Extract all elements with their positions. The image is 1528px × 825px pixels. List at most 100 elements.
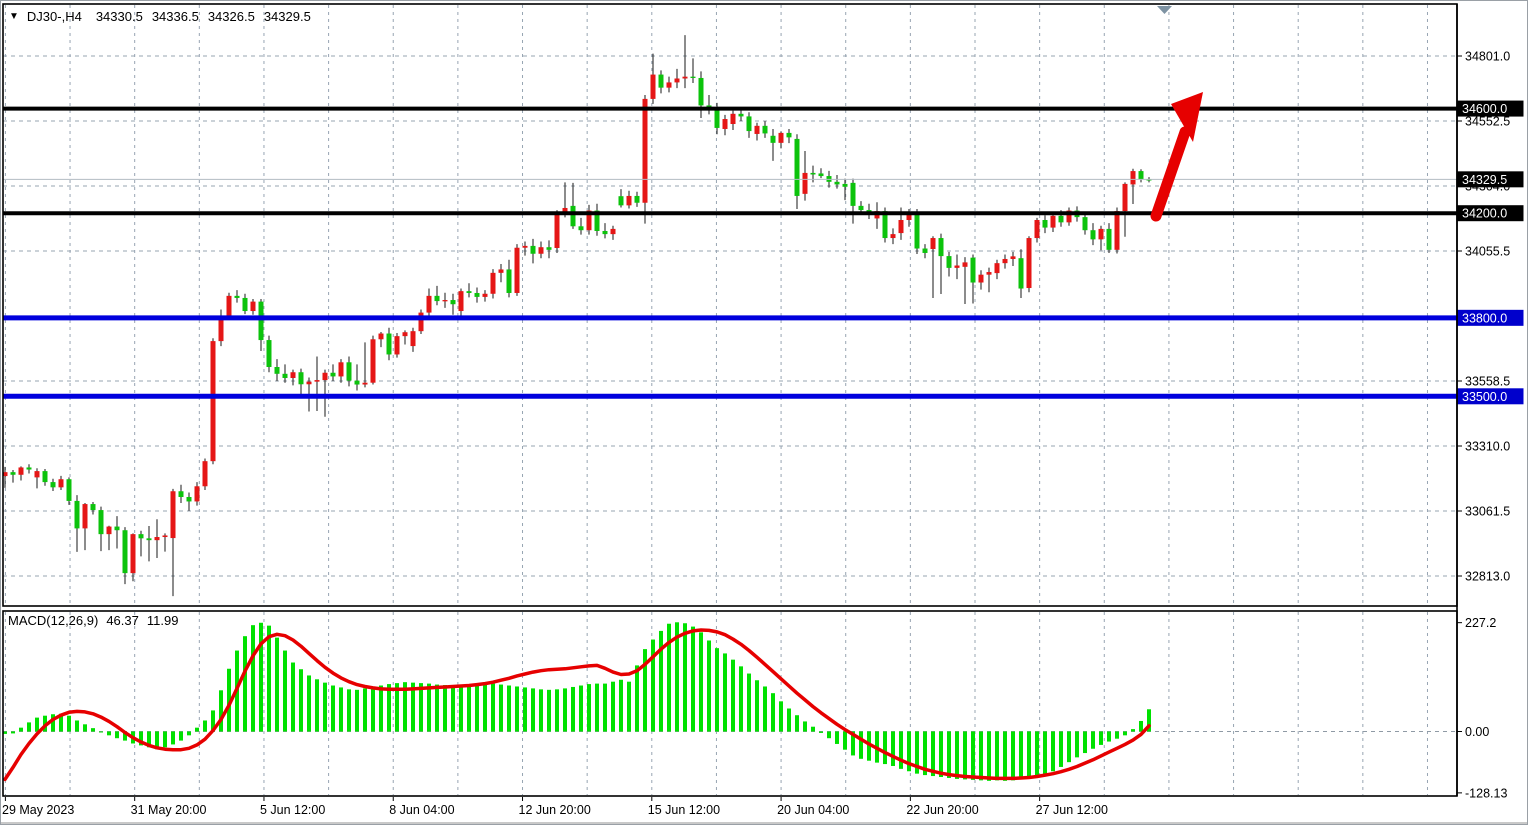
- macd-bar: [1011, 731, 1015, 781]
- macd-bar: [507, 685, 511, 732]
- macd-bar: [835, 731, 839, 744]
- chart-shift-marker-icon[interactable]: [1157, 6, 1172, 14]
- price-badge-label: 34329.5: [1462, 173, 1507, 187]
- macd-bar: [363, 688, 367, 732]
- macd-bar: [651, 639, 655, 732]
- time-axis-label: 20 Jun 04:00: [777, 803, 849, 817]
- macd-bar: [587, 684, 591, 732]
- macd-bar: [851, 731, 855, 756]
- macd-bar: [571, 686, 575, 732]
- price-axis[interactable]: 34801.034552.534304.034055.533558.533310…: [1457, 50, 1524, 801]
- bull-candle: [250, 301, 256, 312]
- bull-candle: [682, 76, 688, 79]
- macd-bar: [787, 708, 791, 732]
- macd-bar: [531, 688, 535, 732]
- pane-borders: [1, 3, 1527, 824]
- bull-candle: [162, 535, 168, 538]
- bull-candle: [482, 293, 488, 297]
- bull-candle: [1098, 228, 1104, 240]
- bull-candle: [226, 295, 232, 317]
- bear-candle: [850, 182, 856, 206]
- macd-bar: [123, 731, 127, 741]
- macd-bar: [179, 731, 183, 741]
- bear-candle: [98, 510, 104, 535]
- macd-bar: [659, 630, 663, 732]
- macd-bar: [499, 684, 503, 732]
- bear-candle: [258, 301, 264, 341]
- bear-candle: [658, 74, 664, 88]
- macd-bar: [827, 731, 831, 739]
- macd-bar: [163, 731, 167, 748]
- macd-bar: [83, 724, 87, 732]
- macd-bar: [611, 681, 615, 732]
- macd-axis-label: 0.00: [1465, 725, 1489, 739]
- macd-bar: [483, 683, 487, 732]
- bull-candle: [962, 262, 968, 267]
- trend-arrow-shaft[interactable]: [1150, 126, 1191, 222]
- candlestick-series: [2, 35, 1152, 597]
- macd-bar: [283, 650, 287, 732]
- bull-candle: [1010, 256, 1016, 259]
- macd-bar: [699, 632, 703, 732]
- macd-bar: [187, 731, 191, 736]
- bear-candle: [90, 504, 96, 511]
- macd-bar: [891, 731, 895, 766]
- macd-bar: [107, 731, 111, 736]
- horizontal-level-lines[interactable]: [3, 106, 1457, 399]
- low-value: 34326.5: [207, 9, 255, 24]
- bull-candle: [722, 119, 728, 129]
- macd-signal-line: [3, 628, 1151, 782]
- macd-bar: [1131, 729, 1135, 732]
- macd-bar: [395, 683, 399, 732]
- bear-candle: [10, 472, 16, 475]
- bull-candle: [1130, 171, 1136, 185]
- trend-arrow-head[interactable]: [1171, 92, 1203, 142]
- time-axis[interactable]: 29 May 2023 31 May 20:00 5 Jun 12:00 8 Jun …: [2, 797, 1108, 817]
- price-axis-label: 32813.0: [1465, 569, 1510, 583]
- bear-candle: [818, 173, 824, 177]
- macd-bar: [267, 625, 271, 732]
- bear-candle: [858, 205, 864, 211]
- price-axis-label: 33310.0: [1465, 439, 1510, 453]
- macd-bar: [1107, 731, 1111, 742]
- time-axis-label: 12 Jun 20:00: [519, 803, 591, 817]
- macd-bar: [1027, 731, 1031, 779]
- macd-bar: [627, 681, 631, 732]
- macd-indicator: [3, 622, 1457, 782]
- bear-candle: [234, 295, 240, 298]
- macd-bar: [331, 685, 335, 732]
- bear-candle: [474, 292, 480, 297]
- macd-bar: [467, 684, 471, 732]
- macd-indicator-label: MACD(12,26,9): [8, 613, 99, 628]
- macd-bar: [899, 731, 903, 769]
- macd-bar: [539, 689, 543, 732]
- macd-bar: [147, 731, 151, 748]
- bull-candle: [522, 245, 528, 248]
- price-chart-pane[interactable]: [3, 4, 1457, 606]
- macd-bar: [379, 685, 383, 732]
- bear-candle: [938, 238, 944, 257]
- macd-bar: [771, 693, 775, 732]
- bear-candle: [1042, 220, 1048, 228]
- macd-bar: [1139, 720, 1143, 732]
- bull-candle: [82, 504, 88, 529]
- bear-candle: [578, 226, 584, 231]
- macd-bar: [803, 721, 807, 732]
- symbol-dropdown-icon[interactable]: ▼: [9, 11, 19, 22]
- bull-candle: [210, 341, 216, 462]
- macd-bar: [683, 623, 687, 732]
- bull-candle: [562, 207, 568, 213]
- bear-candle: [42, 471, 48, 483]
- trend-arrow-object[interactable]: [1150, 92, 1203, 222]
- macd-bar: [1035, 731, 1039, 777]
- bull-candle: [2, 472, 8, 477]
- bear-candle: [946, 256, 952, 268]
- macd-bar: [819, 731, 823, 733]
- price-badge: [1457, 100, 1524, 117]
- symbol-period-label: DJ30-,H4: [26, 9, 82, 24]
- macd-bar: [707, 640, 711, 732]
- bull-candle: [458, 291, 464, 312]
- bull-candle: [1122, 183, 1128, 212]
- price-axis-label: 34552.5: [1465, 114, 1510, 128]
- bear-candle: [1138, 171, 1144, 180]
